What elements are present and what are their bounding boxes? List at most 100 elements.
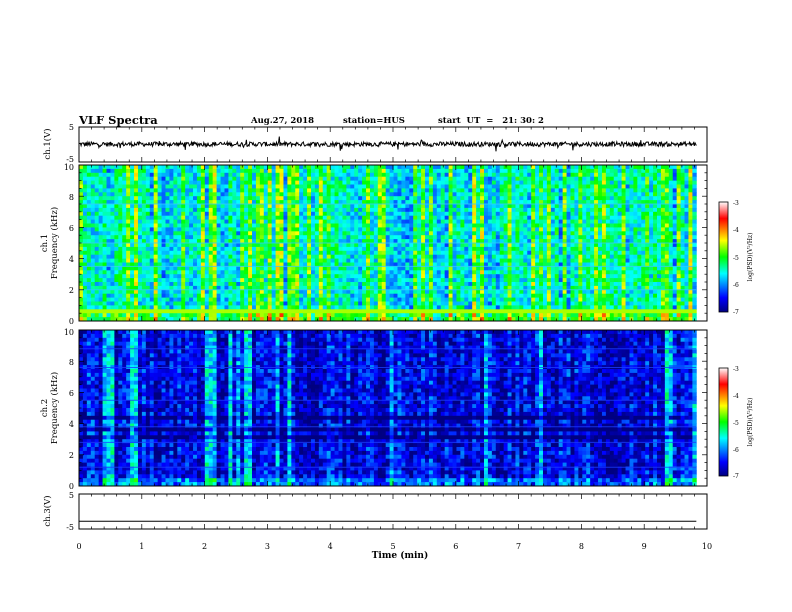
- spectrogram-cell: [507, 317, 512, 322]
- spectrogram-cell: [228, 258, 233, 263]
- spectrogram-cell: [385, 211, 391, 217]
- spectrogram-cell: [322, 254, 328, 259]
- spectrogram-cell: [550, 246, 556, 252]
- spectrogram-cell: [314, 266, 320, 271]
- spectrogram-cell: [224, 309, 229, 314]
- spectrogram-cell: [318, 235, 324, 240]
- spectrogram-cell: [314, 204, 320, 209]
- spectrogram-cell: [193, 297, 198, 302]
- spectrogram-cell: [169, 184, 174, 189]
- spectrogram-cell: [362, 282, 367, 287]
- spectrogram-cell: [208, 278, 214, 283]
- spectrogram-cell: [464, 297, 469, 302]
- spectrogram-cell: [185, 200, 190, 205]
- spectrogram-cell: [110, 262, 115, 267]
- spectrogram-cell: [495, 180, 501, 185]
- spectrogram-cell: [350, 309, 355, 314]
- spectrogram-cell: [452, 211, 457, 217]
- spectrogram-cell: [126, 301, 131, 306]
- spectrogram-cell: [484, 207, 489, 213]
- spectrogram-cell: [248, 204, 253, 209]
- spectrogram-cell: [487, 196, 493, 201]
- spectrogram-cell: [476, 313, 481, 318]
- spectrogram-cell: [141, 250, 147, 256]
- spectrogram-cell: [153, 196, 159, 201]
- spectrogram-cell: [110, 172, 115, 178]
- spectrogram-cell: [318, 243, 324, 248]
- spectrogram-cell: [358, 313, 363, 318]
- spectrogram-cell: [487, 227, 493, 232]
- spectrogram-cell: [373, 317, 379, 322]
- spectrogram-cell: [554, 278, 560, 283]
- spectrogram-cell: [326, 305, 332, 310]
- spectrogram-cell: [299, 293, 304, 298]
- spectrogram-cell: [346, 293, 351, 298]
- spectrogram-cell: [287, 274, 292, 279]
- spectrogram-cell: [318, 262, 324, 267]
- spectrogram-cell: [350, 165, 355, 170]
- spectrogram-cell: [114, 219, 119, 224]
- spectrogram-cell: [464, 188, 469, 193]
- spectrogram-cell: [86, 176, 92, 181]
- spectrogram-cell: [137, 235, 143, 240]
- spectrogram-cell: [193, 215, 198, 220]
- spectrogram-cell: [79, 282, 84, 287]
- spectrogram-cell: [385, 293, 391, 298]
- spectrogram-cell: [118, 184, 123, 189]
- spectrogram-cell: [531, 278, 536, 283]
- spectrogram-cell: [275, 293, 280, 298]
- spectrogram-cell: [377, 293, 383, 298]
- spectrogram-cell: [295, 262, 300, 267]
- spectrogram-cell: [275, 235, 280, 240]
- spectrogram-cell: [554, 231, 560, 236]
- spectrogram-cell: [322, 200, 328, 205]
- spectrogram-cell: [377, 227, 383, 232]
- spectrogram-cell: [515, 301, 520, 306]
- spectrogram-cell: [283, 293, 288, 298]
- spectrogram-cell: [405, 207, 410, 213]
- spectrogram-cell: [350, 289, 355, 295]
- spectrogram-cell: [173, 235, 178, 240]
- spectrogram-cell: [200, 274, 206, 279]
- spectrogram-cell: [527, 250, 532, 256]
- spectrogram-cell: [94, 239, 100, 244]
- spectrogram-cell: [244, 231, 249, 236]
- spectrogram-cell: [295, 180, 300, 185]
- spectrogram-cell: [177, 297, 182, 302]
- spectrogram-cell: [193, 305, 198, 310]
- spectrogram-cell: [456, 180, 461, 185]
- spectrogram-cell: [507, 200, 512, 205]
- spectrogram-cell: [385, 168, 391, 174]
- spectrogram-cell: [358, 176, 363, 181]
- spectrogram-cell: [448, 223, 453, 228]
- spectrogram-cell: [523, 176, 528, 181]
- spectrogram-cell: [275, 266, 280, 271]
- spectrogram-cell: [287, 285, 292, 291]
- spectrogram-cell: [161, 172, 166, 178]
- spectrogram-cell: [468, 293, 473, 298]
- spectrogram-cell: [141, 301, 147, 306]
- spectrogram-cell: [130, 184, 135, 189]
- spectrogram-cell: [397, 184, 402, 189]
- spectrogram-cell: [448, 289, 453, 295]
- spectrogram-cell: [220, 200, 225, 205]
- spectrogram-cell: [110, 274, 115, 279]
- spectrogram-cell: [314, 289, 320, 295]
- spectrogram-cell: [161, 254, 166, 259]
- spectrogram-cell: [476, 274, 481, 279]
- spectrogram-cell: [244, 297, 249, 302]
- spectrogram-cell: [405, 219, 410, 224]
- spectrogram-cell: [487, 239, 493, 244]
- spectrogram-cell: [495, 223, 501, 228]
- spectrogram-cell: [519, 293, 524, 298]
- spectrogram-cell: [98, 204, 103, 209]
- spectrogram-cell: [134, 219, 139, 224]
- spectrogram-cell: [401, 165, 406, 170]
- spectrogram-cell: [535, 184, 540, 189]
- spectrogram-cell: [134, 200, 139, 205]
- spectrogram-cell: [495, 227, 501, 232]
- spectrogram-cell: [236, 313, 241, 318]
- spectrogram-cell: [271, 243, 276, 248]
- spectrogram-cell: [460, 235, 465, 240]
- spectrogram-cell: [153, 301, 159, 306]
